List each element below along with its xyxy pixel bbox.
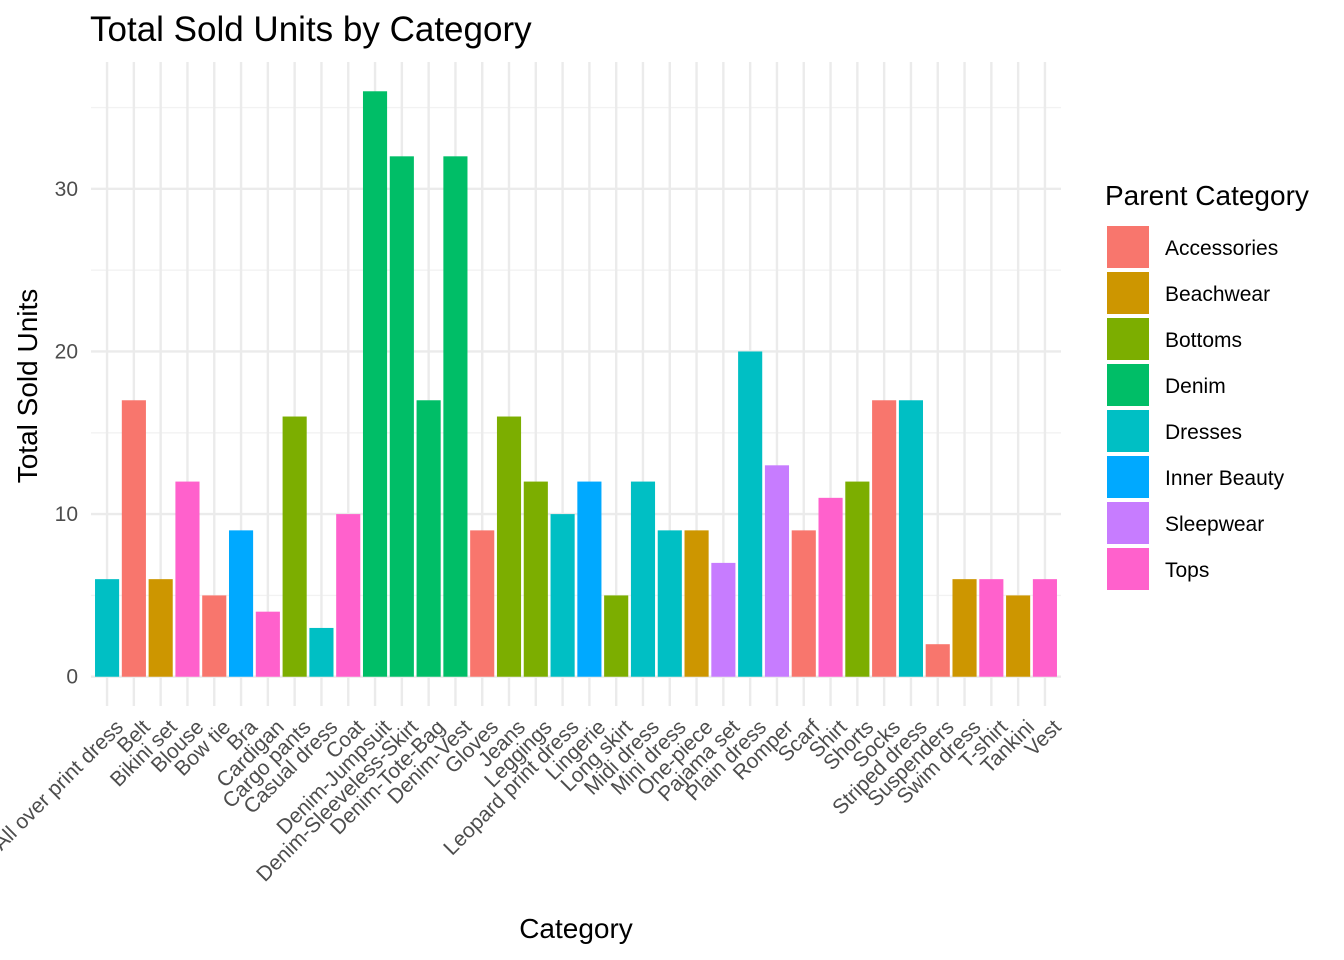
bar (1006, 595, 1031, 677)
bar (630, 481, 656, 677)
legend-title: Parent Category (1105, 180, 1309, 211)
bar (148, 579, 173, 677)
bar (791, 530, 816, 677)
chart-title: Total Sold Units by Category (90, 10, 532, 49)
bar (228, 530, 254, 677)
bar (443, 156, 468, 677)
legend-swatch (1107, 226, 1149, 268)
y-tick-label: 20 (55, 340, 78, 363)
y-axis-title: Total Sold Units (12, 289, 43, 484)
bar (121, 400, 146, 677)
bar (845, 481, 870, 677)
legend-label: Inner Beauty (1165, 467, 1285, 490)
y-tick-label: 30 (55, 178, 78, 201)
legend-label: Bottoms (1165, 329, 1242, 352)
bar (925, 644, 950, 677)
bar (979, 579, 1004, 677)
bar (657, 530, 682, 677)
y-axis-ticks: 0 10 20 30 (55, 178, 78, 689)
legend-swatch (1107, 410, 1149, 452)
legend-label: Sleepwear (1165, 513, 1264, 536)
bar (764, 465, 790, 677)
x-tick-label: All over print dress (0, 716, 128, 855)
legend-label: Beachwear (1165, 283, 1270, 306)
legend-label: Accessories (1165, 237, 1278, 260)
legend-swatch (1107, 548, 1149, 590)
bar (362, 91, 388, 677)
legend: Parent Category Accessories Beachwear Bott… (1105, 180, 1309, 590)
legend-swatch (1107, 318, 1149, 360)
bar (684, 530, 709, 677)
legend-swatch (1107, 456, 1149, 498)
legend-items: Accessories Beachwear Bottoms Denim Dresses I… (1107, 226, 1285, 590)
bar (523, 481, 548, 677)
bar (95, 579, 120, 677)
bar (604, 595, 629, 677)
bar (818, 497, 843, 677)
bar (470, 530, 495, 677)
bar (952, 579, 977, 677)
legend-swatch (1107, 364, 1149, 406)
legend-swatch (1107, 502, 1149, 544)
bar (389, 156, 414, 677)
legend-label: Denim (1165, 375, 1226, 398)
legend-label: Tops (1165, 559, 1209, 582)
bar (550, 514, 575, 677)
legend-label: Dresses (1165, 421, 1242, 444)
x-axis-title: Category (519, 913, 633, 944)
bar (1032, 579, 1057, 677)
bar (416, 400, 441, 677)
bar (577, 481, 602, 677)
bar (309, 627, 334, 677)
bar (898, 400, 924, 677)
y-tick-label: 0 (66, 666, 78, 689)
y-tick-label: 10 (55, 503, 78, 526)
bar (175, 481, 200, 677)
bars (95, 91, 1057, 677)
bar (738, 351, 763, 677)
legend-swatch (1107, 272, 1149, 314)
bar (336, 514, 361, 677)
bar (202, 595, 227, 677)
bar (496, 416, 522, 677)
bar (872, 400, 897, 677)
bar (711, 562, 736, 677)
bar (255, 611, 280, 677)
bar (282, 416, 307, 677)
